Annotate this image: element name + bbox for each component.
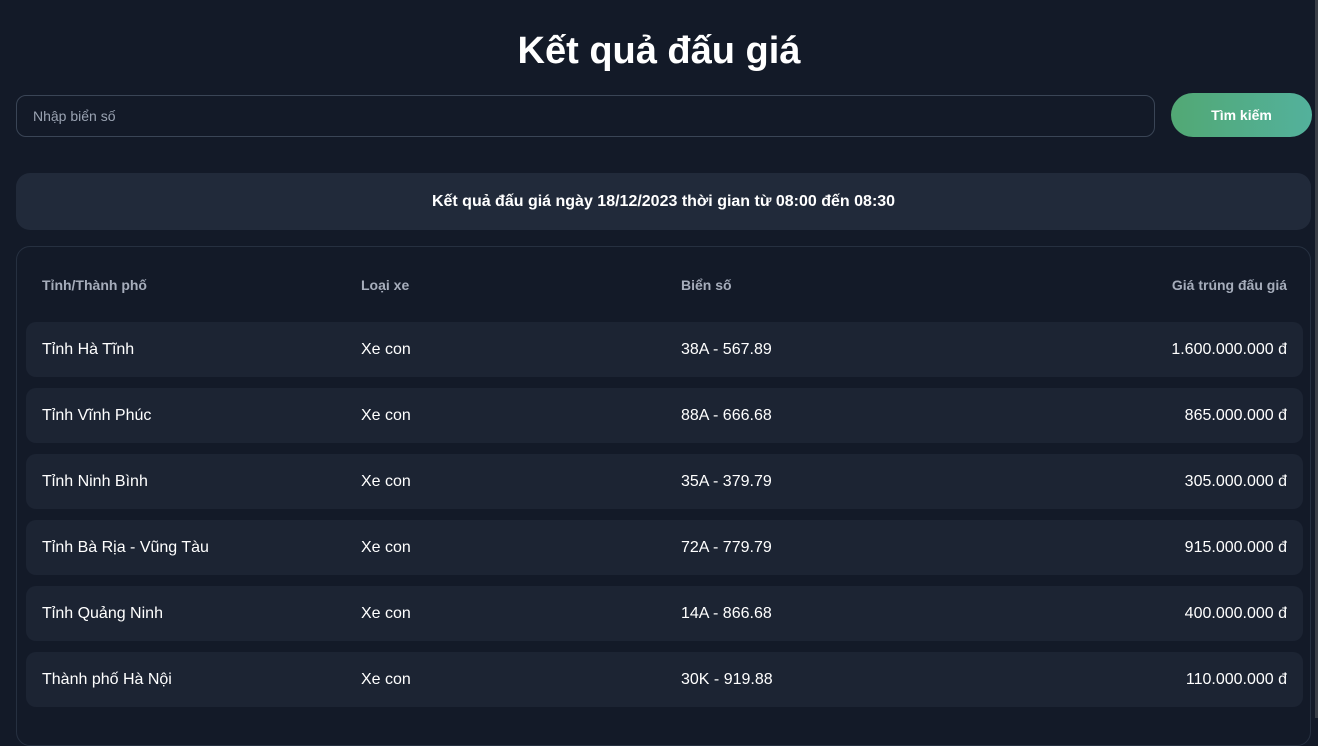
auction-info-banner: Kết quả đấu giá ngày 18/12/2023 thời gia…: [16, 173, 1311, 230]
cell-plate: 88A - 666.68: [681, 406, 772, 424]
table-row[interactable]: Tỉnh Ninh Bình Xe con 35A - 379.79 305.000.…: [26, 454, 1303, 509]
cell-vehicle-type: Xe con: [361, 604, 411, 622]
plate-search-input[interactable]: [16, 95, 1155, 137]
cell-vehicle-type: Xe con: [361, 538, 411, 556]
cell-province: Thành phố Hà Nội: [42, 670, 172, 688]
table-row[interactable]: Thành phố Hà Nội Xe con 30K - 919.88 110.00…: [26, 652, 1303, 707]
cell-province: Tỉnh Quảng Ninh: [42, 604, 163, 622]
cell-plate: 38A - 567.89: [681, 340, 772, 358]
cell-price: 865.000.000 đ: [1184, 406, 1287, 424]
cell-province: Tỉnh Bà Rịa - Vũng Tàu: [42, 538, 209, 556]
header-price: Giá trúng đấu giá: [1171, 276, 1287, 293]
table-row[interactable]: Tỉnh Vĩnh Phúc Xe con 88A - 666.68 865.000.…: [26, 388, 1303, 443]
cell-price: 400.000.000 đ: [1184, 604, 1287, 622]
cell-price: 110.000.000 đ: [1185, 670, 1287, 688]
header-vehicle-type: Loại xe: [361, 276, 410, 293]
cell-price: 915.000.000 đ: [1184, 538, 1287, 556]
table-row[interactable]: Tỉnh Hà Tĩnh Xe con 38A - 567.89 1.600.000.…: [26, 322, 1303, 377]
scrollbar[interactable]: [1315, 0, 1318, 718]
cell-plate: 30K - 919.88: [681, 670, 773, 688]
cell-price: 305.000.000 đ: [1184, 472, 1287, 490]
cell-plate: 35A - 379.79: [681, 472, 772, 490]
cell-province: Tỉnh Hà Tĩnh: [42, 340, 135, 358]
table-row[interactable]: Tỉnh Quảng Ninh Xe con 14A - 866.68 400.000…: [26, 586, 1303, 641]
cell-vehicle-type: Xe con: [361, 340, 411, 358]
page-title: Kết quả đấu giá: [517, 30, 801, 72]
cell-vehicle-type: Xe con: [361, 472, 411, 490]
table-header: Tỉnh/Thành phố Loại xe Biển số Giá trúng…: [26, 257, 1303, 312]
cell-vehicle-type: Xe con: [361, 406, 411, 424]
cell-plate: 72A - 779.79: [681, 538, 772, 556]
table-row[interactable]: Tỉnh Bà Rịa - Vũng Tàu Xe con 72A - 779.79…: [26, 520, 1303, 575]
cell-province: Tỉnh Vĩnh Phúc: [42, 406, 152, 424]
results-table: Tỉnh/Thành phố Loại xe Biển số Giá trúng…: [16, 246, 1311, 746]
cell-province: Tỉnh Ninh Bình: [42, 472, 148, 490]
cell-plate: 14A - 866.68: [681, 604, 772, 622]
cell-price: 1.600.000.000 đ: [1171, 340, 1287, 358]
header-plate: Biển số: [681, 276, 732, 293]
search-button[interactable]: Tìm kiếm: [1171, 93, 1312, 137]
cell-vehicle-type: Xe con: [361, 670, 411, 688]
header-province: Tỉnh/Thành phố: [42, 276, 147, 293]
